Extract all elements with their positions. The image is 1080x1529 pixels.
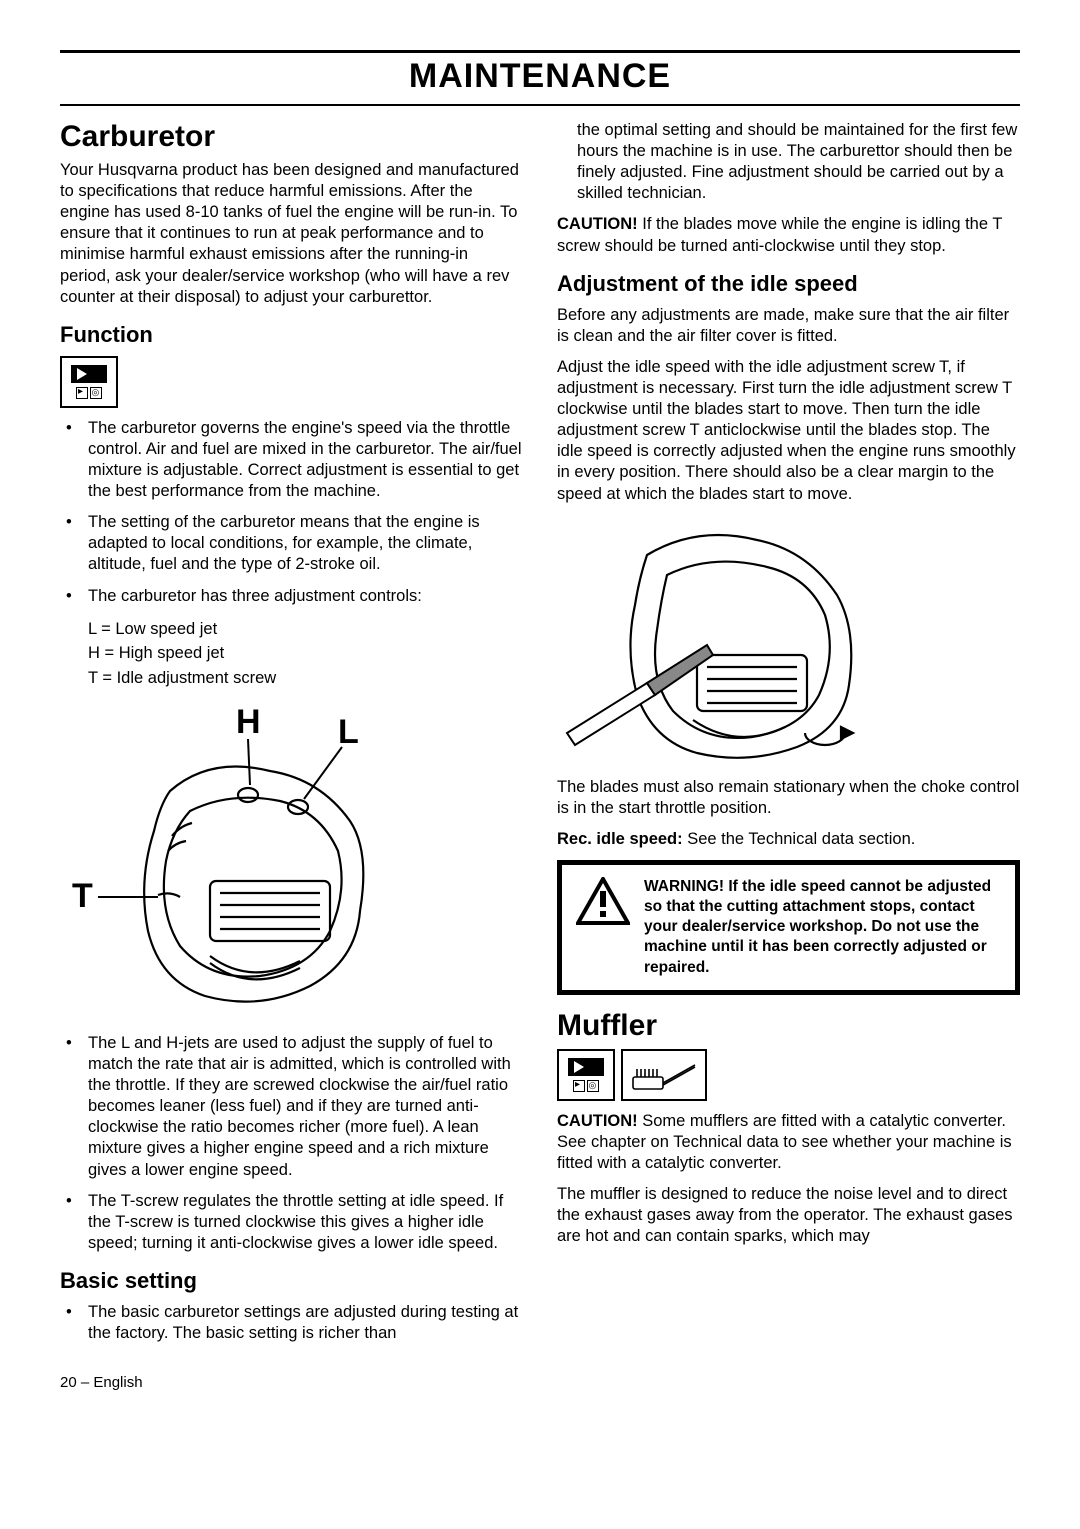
function-icon-row <box>60 356 523 408</box>
rec-text: See the Technical data section. <box>683 830 916 848</box>
arrow-icon <box>568 1058 604 1076</box>
diagram-label-h: H <box>236 703 261 741</box>
heading-muffler: Muffler <box>557 1009 1020 1043</box>
list-item: The basic carburetor settings are adjust… <box>60 1302 523 1344</box>
list-item: The carburetor has three adjustment cont… <box>60 586 523 607</box>
spiral-icon <box>587 1080 599 1092</box>
columns: Carburetor Your Husqvarna product has be… <box>60 120 1020 1354</box>
tiny-icons <box>76 387 102 399</box>
idle-p2: Adjust the idle speed with the idle adju… <box>557 357 1020 505</box>
warning-triangle-icon <box>576 877 630 925</box>
rotation-arrow-icon <box>805 727 853 745</box>
list-item: The carburetor governs the engine's spee… <box>60 418 523 502</box>
play-icon <box>76 387 88 399</box>
heading-basic-setting: Basic setting <box>60 1268 523 1294</box>
caution-label-2: CAUTION! <box>557 1112 638 1130</box>
list-item: The T-screw regulates the throttle setti… <box>60 1191 523 1254</box>
page: MAINTENANCE Carburetor Your Husqvarna pr… <box>0 0 1080 1431</box>
brush-icon <box>621 1049 707 1101</box>
diagram-label-t: T <box>72 877 93 915</box>
function-list: The carburetor governs the engine's spee… <box>60 418 523 607</box>
tiny-icons <box>573 1080 599 1092</box>
muffler-icon-row <box>557 1049 1020 1101</box>
page-footer: 20 – English <box>60 1374 1020 1391</box>
manual-icon-2 <box>557 1049 615 1101</box>
carburetor-diagram: H L T <box>60 701 420 1021</box>
title-wrap: MAINTENANCE <box>60 57 1020 106</box>
idle-p3: The blades must also remain stationary w… <box>557 777 1020 819</box>
manual-icon <box>60 356 118 408</box>
jet-equations: L = Low speed jet H = High speed jet T =… <box>88 617 523 691</box>
intro-paragraph: Your Husqvarna product has been designed… <box>60 160 523 308</box>
eq-line: T = Idle adjustment screw <box>88 666 523 691</box>
heading-function: Function <box>60 322 523 348</box>
function-list-2: The L and H-jets are used to adjust the … <box>60 1033 523 1254</box>
screwdriver-icon <box>567 645 713 745</box>
play-icon <box>573 1080 585 1092</box>
rec-idle: Rec. idle speed: See the Technical data … <box>557 829 1020 850</box>
basic-setting-list: The basic carburetor settings are adjust… <box>60 1302 523 1344</box>
caution-2: CAUTION! Some mufflers are fitted with a… <box>557 1111 1020 1174</box>
spiral-icon <box>90 387 102 399</box>
rec-label: Rec. idle speed: <box>557 830 683 848</box>
diagram-label-l: L <box>338 713 359 751</box>
eq-line: H = High speed jet <box>88 641 523 666</box>
warning-text: WARNING! If the idle speed cannot be adj… <box>644 877 1001 978</box>
warning-box: WARNING! If the idle speed cannot be adj… <box>557 860 1020 995</box>
idle-p1: Before any adjustments are made, make su… <box>557 305 1020 347</box>
list-item: The L and H-jets are used to adjust the … <box>60 1033 523 1181</box>
caution-label: CAUTION! <box>557 215 638 233</box>
engine-outline <box>144 766 363 1001</box>
arrow-icon <box>71 365 107 383</box>
heading-idle-speed: Adjustment of the idle speed <box>557 271 1020 297</box>
heading-carburetor: Carburetor <box>60 120 523 154</box>
list-item: The setting of the carburetor means that… <box>60 512 523 575</box>
page-title: MAINTENANCE <box>409 57 671 95</box>
muffler-p: The muffler is designed to reduce the no… <box>557 1184 1020 1247</box>
engine-outline-2 <box>630 535 851 758</box>
eq-line: L = Low speed jet <box>88 617 523 642</box>
caution-1: CAUTION! If the blades move while the en… <box>557 214 1020 256</box>
right-column: the optimal setting and should be mainta… <box>557 120 1020 1354</box>
left-column: Carburetor Your Husqvarna product has be… <box>60 120 523 1354</box>
idle-adjust-diagram <box>557 515 877 765</box>
cont-paragraph: the optimal setting and should be mainta… <box>557 120 1020 204</box>
top-rule <box>60 50 1020 53</box>
